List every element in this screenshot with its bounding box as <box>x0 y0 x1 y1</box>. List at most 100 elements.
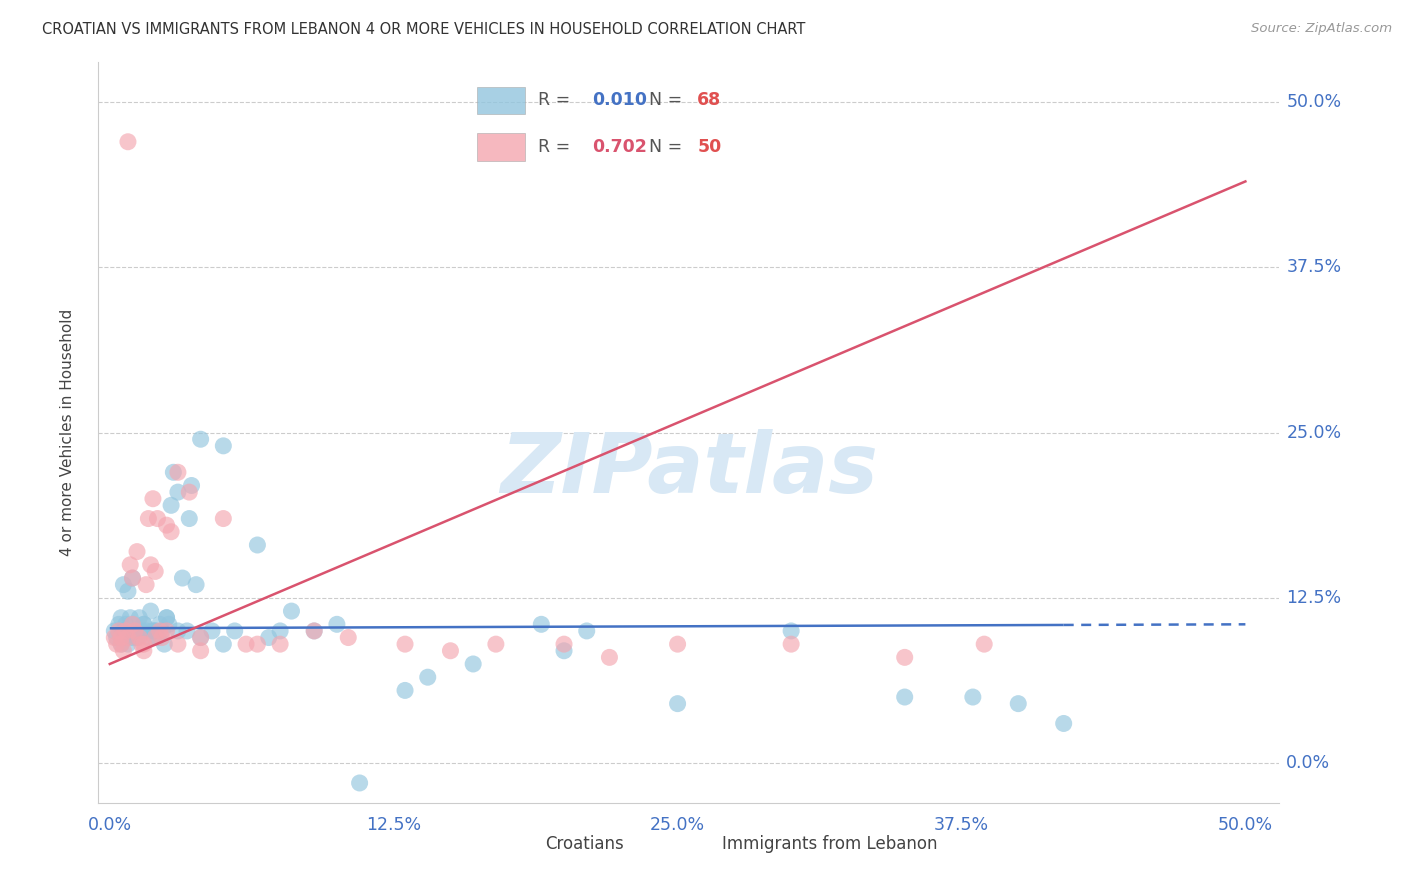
Point <box>157 617 180 632</box>
Text: Croatians: Croatians <box>546 835 624 853</box>
Point <box>121 617 143 632</box>
Point <box>212 511 235 525</box>
Point <box>190 631 212 645</box>
Point <box>212 439 235 453</box>
Point <box>780 624 803 638</box>
Point <box>302 624 325 638</box>
Point <box>155 611 177 625</box>
Point <box>326 617 349 632</box>
Point <box>1007 697 1029 711</box>
Point <box>180 478 202 492</box>
Point <box>125 544 148 558</box>
Point <box>190 432 212 446</box>
Point <box>138 631 160 645</box>
Point <box>117 637 139 651</box>
Point <box>190 644 212 658</box>
Point <box>143 631 166 645</box>
Point <box>302 624 325 638</box>
Point <box>146 631 169 645</box>
Point <box>190 631 212 645</box>
Point <box>112 577 135 591</box>
Point <box>110 631 132 645</box>
Point <box>128 611 150 625</box>
Point <box>117 631 139 645</box>
Text: CROATIAN VS IMMIGRANTS FROM LEBANON 4 OR MORE VEHICLES IN HOUSEHOLD CORRELATION : CROATIAN VS IMMIGRANTS FROM LEBANON 4 OR… <box>42 22 806 37</box>
Point <box>135 624 157 638</box>
Point <box>155 518 177 533</box>
Point <box>155 624 177 638</box>
Point <box>142 624 165 638</box>
Point <box>138 511 160 525</box>
Point <box>155 611 177 625</box>
Point <box>139 604 162 618</box>
Point <box>114 624 136 638</box>
Point <box>117 135 139 149</box>
Text: 25.0%: 25.0% <box>1286 424 1341 442</box>
Point <box>114 617 136 632</box>
Point <box>439 644 461 658</box>
Point <box>246 538 269 552</box>
Point <box>110 637 132 651</box>
Point <box>176 624 198 638</box>
Point <box>463 657 485 671</box>
Point <box>121 617 143 632</box>
Point <box>349 776 371 790</box>
Point <box>485 637 508 651</box>
Point <box>184 577 207 591</box>
Point <box>128 631 150 645</box>
Point <box>280 604 302 618</box>
Point <box>121 571 143 585</box>
Point <box>179 485 201 500</box>
Point <box>893 650 915 665</box>
Point <box>103 631 125 645</box>
Point <box>120 558 142 572</box>
Point <box>269 624 291 638</box>
Point <box>167 465 190 479</box>
Point <box>337 631 360 645</box>
Point <box>143 624 166 638</box>
Point <box>666 697 689 711</box>
Point <box>150 624 173 638</box>
Point <box>160 524 183 539</box>
Text: Immigrants from Lebanon: Immigrants from Lebanon <box>723 835 938 853</box>
Point <box>110 611 132 625</box>
Text: 12.5%: 12.5% <box>1286 589 1341 607</box>
Point <box>167 485 190 500</box>
Point <box>143 624 166 638</box>
Point <box>139 558 162 572</box>
Point <box>201 624 224 638</box>
Point <box>160 499 183 513</box>
Point <box>780 637 803 651</box>
Point <box>246 637 269 651</box>
Y-axis label: 4 or more Vehicles in Household: 4 or more Vehicles in Household <box>60 309 75 557</box>
Point <box>143 565 166 579</box>
Point <box>394 683 416 698</box>
Point <box>172 571 194 585</box>
Point <box>416 670 439 684</box>
Point <box>167 637 190 651</box>
Point <box>149 617 172 632</box>
Point <box>131 624 153 638</box>
Point <box>120 611 142 625</box>
Point <box>132 617 155 632</box>
Point <box>112 644 135 658</box>
Point <box>131 637 153 651</box>
Point <box>962 690 984 704</box>
Point <box>121 571 143 585</box>
Text: 0.0%: 0.0% <box>1286 754 1330 772</box>
Point <box>530 617 553 632</box>
Point <box>973 637 995 651</box>
Point <box>105 637 128 651</box>
Point <box>1053 716 1076 731</box>
Point <box>112 624 135 638</box>
Point <box>108 617 131 632</box>
Point <box>108 624 131 638</box>
Point <box>135 577 157 591</box>
Point <box>124 624 146 638</box>
Point <box>212 637 235 651</box>
Point <box>149 624 172 638</box>
Point <box>257 631 280 645</box>
Point <box>121 631 143 645</box>
Point <box>575 624 598 638</box>
Point <box>117 584 139 599</box>
